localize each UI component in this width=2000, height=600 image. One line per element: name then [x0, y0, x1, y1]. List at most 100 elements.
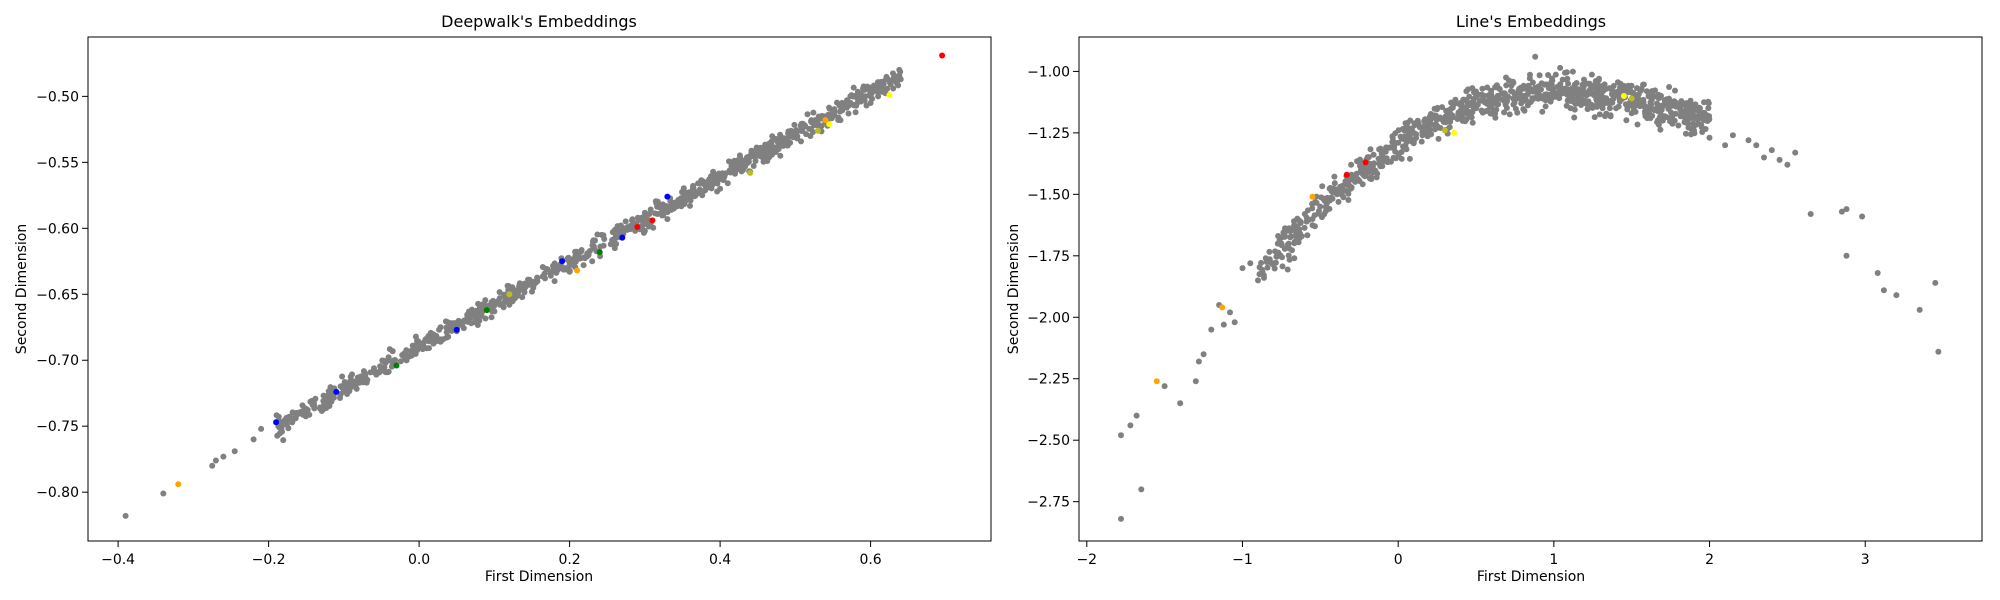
- line-band-point: [1406, 155, 1413, 162]
- deepwalk-point-series-0: [867, 100, 874, 106]
- line-point-series-0: [1231, 319, 1238, 326]
- line-x-tick-label: 2: [1705, 552, 1714, 568]
- deepwalk-band-point: [594, 231, 601, 238]
- line-band-point: [1623, 117, 1630, 124]
- line-point-series-0: [1473, 105, 1479, 112]
- line-band-point: [1571, 88, 1577, 95]
- line-band-point: [1588, 71, 1595, 78]
- line-band-point: [1672, 87, 1678, 94]
- deepwalk-x-tick-label: 0.4: [709, 552, 731, 568]
- line-band-point: [1655, 94, 1662, 101]
- line-band-point: [1419, 132, 1426, 139]
- line-point-series-0: [1504, 97, 1511, 104]
- deepwalk-band-point: [750, 163, 757, 169]
- line-band-point: [1272, 248, 1279, 255]
- deepwalk-band-point: [890, 70, 896, 77]
- deepwalk-band-point: [776, 141, 783, 148]
- deepwalk-point-series-1: [634, 224, 641, 230]
- deepwalk-point-series-4: [333, 388, 340, 395]
- line-band-point: [1557, 81, 1564, 88]
- deepwalk-band-point: [274, 432, 281, 439]
- line-band-point: [1367, 146, 1374, 153]
- deepwalk-band-point: [661, 205, 668, 212]
- line-band-point: [1565, 86, 1572, 93]
- line-band-point: [1622, 101, 1629, 108]
- line-band-point: [1625, 82, 1632, 89]
- line-band-point: [1687, 103, 1694, 110]
- line-point-series-0: [1613, 105, 1620, 112]
- line-point-series-0: [1659, 117, 1666, 124]
- line-point-series-0: [1691, 127, 1697, 134]
- line-point-series-0: [1410, 129, 1417, 136]
- line-band-point: [1548, 81, 1555, 88]
- deepwalk-x-label: First Dimension: [485, 569, 593, 585]
- line-band-point: [1598, 83, 1605, 90]
- deepwalk-band-point: [861, 97, 868, 104]
- deepwalk-band-point: [280, 437, 287, 444]
- deepwalk-y-label: Second Dimension: [14, 224, 30, 354]
- line-band-point: [1517, 84, 1524, 91]
- line-band-point: [1490, 108, 1497, 115]
- deepwalk-band-point: [815, 113, 822, 120]
- deepwalk-band-point: [680, 193, 687, 200]
- deepwalk-band-point: [744, 159, 750, 166]
- line-band-point: [1547, 98, 1554, 105]
- deepwalk-point-series-4: [619, 234, 626, 241]
- deepwalk-band-point: [273, 412, 280, 419]
- deepwalk-band-point: [726, 158, 732, 165]
- line-point-series-0: [1597, 100, 1604, 107]
- deepwalk-band-point: [503, 296, 510, 303]
- line-point-series-0: [1893, 292, 1900, 299]
- line-point-series-0: [1332, 186, 1339, 193]
- line-band-point: [1256, 271, 1263, 278]
- line-band-point: [1403, 139, 1410, 146]
- line-band-point: [1409, 136, 1416, 143]
- line-band-point: [1615, 92, 1621, 99]
- deepwalk-band-point: [768, 150, 775, 157]
- line-point-series-0: [1807, 211, 1814, 217]
- line-band-point: [1705, 100, 1712, 107]
- deepwalk-point-series-0: [717, 185, 724, 192]
- line-band-point: [1634, 121, 1641, 128]
- deepwalk-band-point: [677, 198, 684, 205]
- deepwalk-band-point: [884, 75, 891, 82]
- line-y-tick-label: −1.25: [1027, 126, 1070, 142]
- deepwalk-point-series-0: [325, 392, 332, 399]
- line-point-series-0: [1441, 115, 1448, 122]
- line-band-point: [1304, 232, 1311, 239]
- deepwalk-band-point: [386, 346, 393, 353]
- line-point-series-0: [1426, 122, 1433, 129]
- deepwalk-point-series-0: [551, 278, 558, 285]
- deepwalk-band-point: [445, 333, 452, 340]
- line-band-point: [1591, 114, 1598, 121]
- line-band-point: [1468, 109, 1475, 116]
- line-band-point: [1435, 135, 1442, 142]
- line-band-point: [1668, 109, 1674, 116]
- line-band-point: [1331, 173, 1338, 180]
- deepwalk-band-point: [580, 262, 587, 269]
- deepwalk-point-series-0: [122, 512, 129, 519]
- line-band-point: [1545, 72, 1552, 78]
- deepwalk-y-tick-label: −0.75: [36, 419, 79, 435]
- line-point-series-0: [1843, 206, 1850, 213]
- deepwalk-band-point: [572, 253, 579, 260]
- line-band-point: [1359, 181, 1366, 188]
- deepwalk-band-point: [592, 237, 598, 244]
- line-band-point: [1529, 79, 1536, 86]
- line-point-series-0: [1745, 137, 1752, 144]
- deepwalk-point-series-4: [559, 258, 566, 265]
- deepwalk-band-point: [377, 367, 384, 374]
- line-point-series-0: [1761, 154, 1767, 161]
- deepwalk-band-point: [346, 381, 353, 388]
- deepwalk-band-point: [731, 164, 738, 171]
- line-band-point: [1527, 71, 1533, 78]
- deepwalk-band-point: [431, 333, 438, 340]
- line-band-point: [1261, 274, 1267, 281]
- deepwalk-band-point: [732, 170, 738, 177]
- line-band-point: [1309, 216, 1316, 222]
- line-band-point: [1493, 95, 1500, 101]
- deepwalk-point-series-5: [483, 307, 490, 314]
- line-band-point: [1663, 114, 1670, 121]
- line-band-point: [1281, 245, 1288, 252]
- deepwalk-band-point: [278, 420, 285, 427]
